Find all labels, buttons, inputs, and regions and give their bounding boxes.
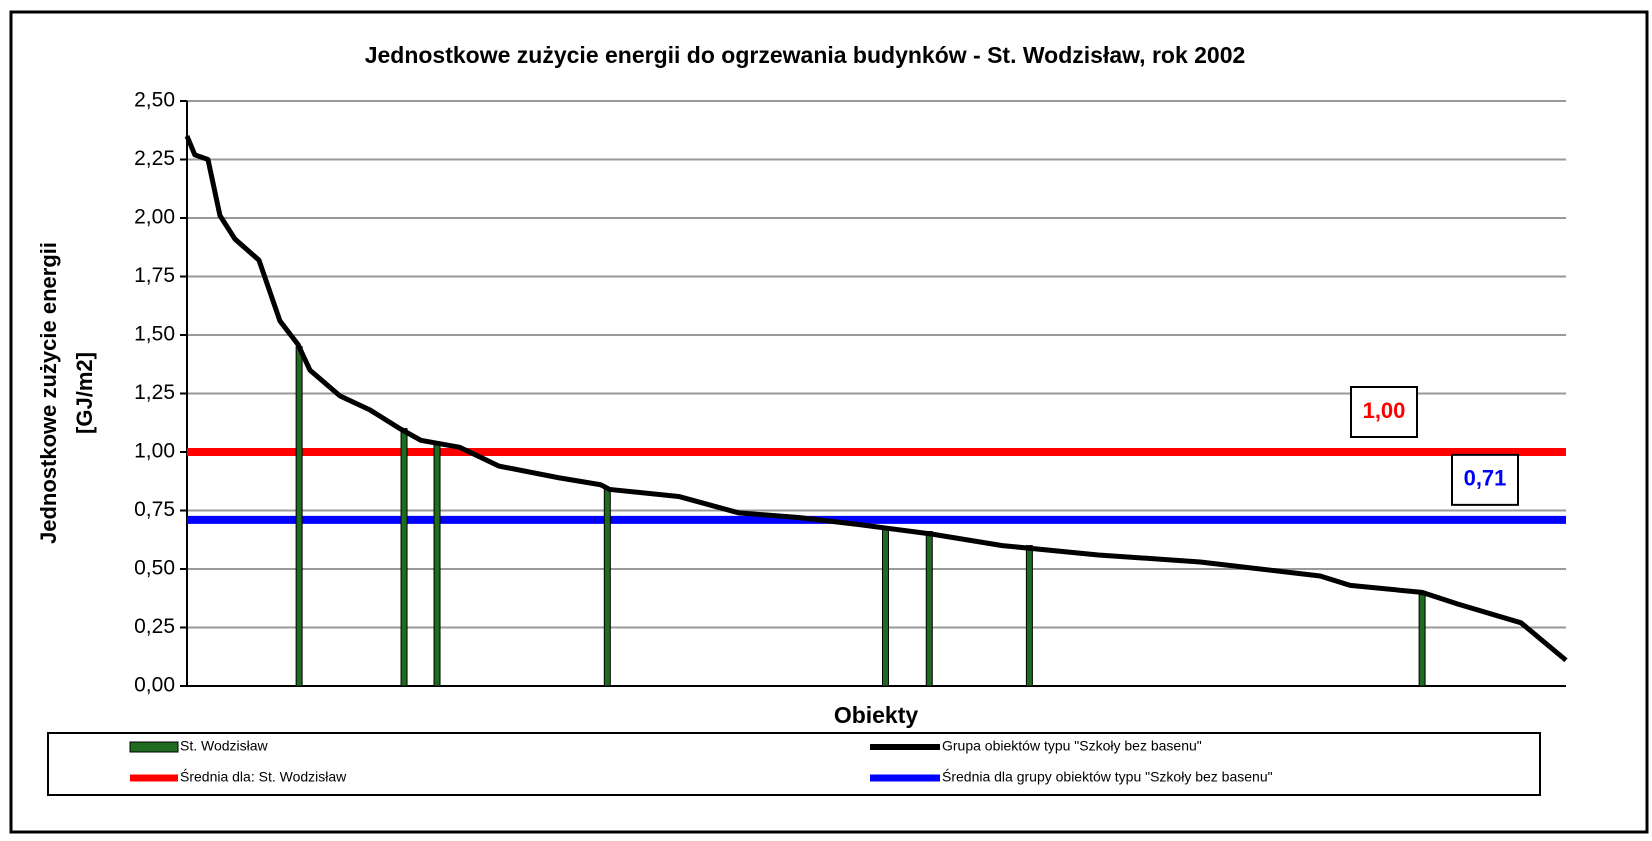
annotation: 1,00 <box>1363 398 1406 423</box>
y-axis-label: Jednostkowe zużycie energii <box>36 242 61 544</box>
y-tick-label: 1,25 <box>134 381 175 404</box>
bar <box>1025 545 1033 687</box>
y-tick-label: 0,50 <box>134 557 175 580</box>
annotation-box <box>1350 386 1418 438</box>
legend-label: St. Wodzisław <box>180 738 269 754</box>
bar <box>295 346 303 687</box>
legend-label: Średnia dla grupy obiektów typu "Szkoły … <box>942 768 1273 785</box>
bar <box>925 531 933 687</box>
legend-swatch <box>129 741 179 753</box>
bar <box>881 528 889 687</box>
bar <box>400 428 408 687</box>
y-tick-label: 2,50 <box>134 89 175 112</box>
bar <box>603 488 611 687</box>
bar <box>433 444 441 687</box>
line <box>184 135 1568 663</box>
x-axis-label: Obiekty <box>834 702 919 728</box>
annotation-box <box>1451 453 1519 506</box>
legend-label: Średnia dla: St. Wodzisław <box>180 768 347 785</box>
y-tick-label: 1,75 <box>134 264 175 287</box>
legend-label: Grupa obiektów typu "Szkoły bez basenu" <box>942 738 1202 754</box>
y-axis-label: [GJ/m2] <box>72 352 97 434</box>
y-tick-label: 0,75 <box>134 498 175 521</box>
legend-box <box>47 732 1541 796</box>
annotation: 0,71 <box>1464 466 1507 491</box>
y-tick-label: 1,00 <box>134 440 175 463</box>
bar <box>1418 594 1426 687</box>
y-tick-label: 0,25 <box>134 615 175 638</box>
chart-title: Jednostkowe zużycie energii do ogrzewani… <box>365 42 1246 68</box>
y-tick-label: 0,00 <box>134 674 175 697</box>
y-tick-label: 2,00 <box>134 206 175 229</box>
y-tick-label: 2,25 <box>134 147 175 170</box>
y-tick-label: 1,50 <box>134 323 175 346</box>
